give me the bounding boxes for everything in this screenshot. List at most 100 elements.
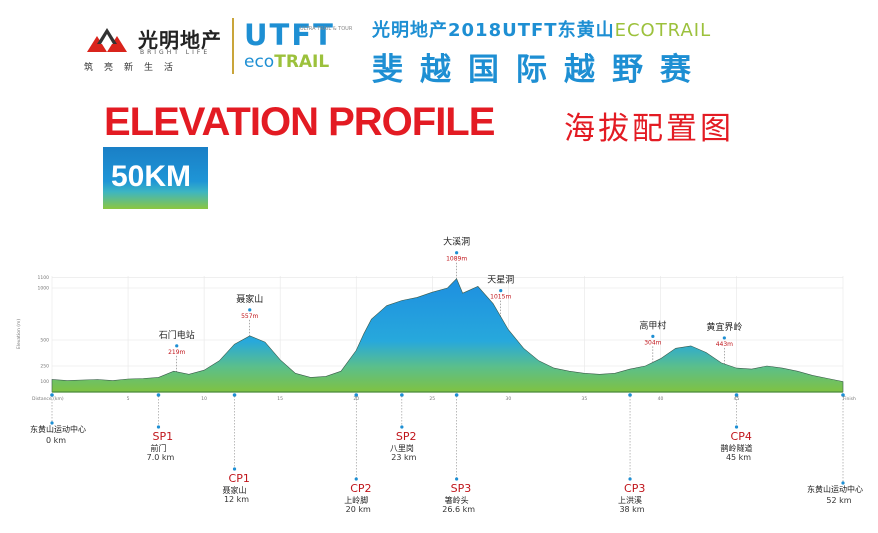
checkpoint-axis-marker <box>628 393 632 397</box>
checkpoint-code: SP1 <box>152 430 173 443</box>
event-title-en: 光明地产2018UTFT东黄山ECOTRAIL <box>372 16 711 42</box>
peak-marker <box>651 334 655 338</box>
checkpoint-axis-marker <box>156 393 161 397</box>
checkpoint-code: CP4 <box>731 430 752 443</box>
checkpoint-km: 38 km <box>619 505 644 514</box>
checkpoint-name: 上岭脚 <box>344 495 368 505</box>
peak-elevation: 557m <box>241 313 258 320</box>
checkpoint-marker <box>156 425 161 429</box>
brand-name-en: BRIGHT LIFE <box>140 49 211 56</box>
checkpoint-name: 前门 <box>150 443 166 453</box>
checkpoint-marker <box>734 425 739 429</box>
peak-elevation: 1015m <box>490 294 511 301</box>
y-tick-label: 100 <box>40 379 49 385</box>
y-tick-label: 1100 <box>38 275 50 281</box>
checkpoint-marker <box>50 421 54 425</box>
bright-life-logo-icon <box>87 28 127 52</box>
ecotrail-logo-a: eco <box>244 52 275 72</box>
peak-name: 黄宜界岭 <box>706 321 742 333</box>
peak-marker <box>499 289 503 293</box>
checkpoint-km: 12 km <box>224 495 249 504</box>
checkpoint-name: 东黄山运动中心 <box>30 424 86 434</box>
x-tick-label: Finish <box>843 396 856 402</box>
peak-marker <box>722 336 726 340</box>
peak-marker <box>455 251 459 255</box>
x-tick-label: 15 <box>277 396 283 402</box>
y-tick-label: 500 <box>40 338 49 344</box>
peak-marker <box>175 344 179 348</box>
checkpoint-name: 八里岗 <box>390 444 414 453</box>
x-tick-label: 10 <box>201 396 207 402</box>
ecotrail-logo-b: TRAIL <box>274 52 330 72</box>
checkpoint-marker <box>400 425 404 429</box>
checkpoint-name: 箸岭头 <box>445 495 469 505</box>
checkpoint-code: SP2 <box>396 430 417 443</box>
x-tick-label: 25 <box>429 396 435 402</box>
peak-marker <box>248 308 252 312</box>
checkpoint-axis-marker <box>50 393 54 397</box>
checkpoint-code: SP3 <box>451 482 472 495</box>
distance-badge: 50KM <box>103 147 208 209</box>
checkpoint-marker <box>628 477 632 481</box>
peak-elevation: 1089m <box>446 256 467 263</box>
y-axis-label: Elevation (m) <box>16 319 22 349</box>
y-tick-label: 250 <box>40 364 49 370</box>
ecotrail-logo: ecoTRAIL <box>244 52 329 72</box>
event-title-main: 光明地产2018UTFT东黄山 <box>372 20 615 41</box>
brand-slogan: 筑亮新生活 <box>84 63 185 73</box>
peak-elevation: 304m <box>644 339 661 346</box>
checkpoint-km: 45 km <box>726 453 751 462</box>
event-title-cn: 斐越国际越野赛 <box>372 52 708 88</box>
event-header: 光明地产 BRIGHT LIFE 筑亮新生活 UTFT ULTRA TRAIL … <box>0 0 878 95</box>
checkpoint-marker <box>232 467 237 471</box>
checkpoint-km: 26.6 km <box>442 505 475 514</box>
brand-name-cn: 光明地产 <box>138 28 222 52</box>
checkpoint-axis-marker <box>232 393 237 397</box>
checkpoint-axis-marker <box>734 393 739 397</box>
checkpoint-name: 聂家山 <box>223 485 247 495</box>
elevation-profile-title-en: ELEVATION PROFILE <box>104 100 495 144</box>
checkpoint-km: 7.0 km <box>147 453 175 462</box>
checkpoint-axis-marker <box>400 393 404 397</box>
x-tick-label: 5 <box>127 396 130 402</box>
x-tick-label: 35 <box>582 396 588 402</box>
checkpoint-name: 鹊岭隧道 <box>721 443 753 453</box>
checkpoint-marker <box>354 477 358 481</box>
checkpoint-km: 0 km <box>46 436 66 445</box>
x-tick-label: Distance (km) <box>32 396 64 402</box>
elevation-profile-area <box>51 278 844 393</box>
peak-labels: 石门电站 219m 聂家山 557m 大溪洞 1089m 天星洞 1015m 高甲村 304m 黄宜… <box>159 236 742 372</box>
utft-logo: UTFT <box>244 18 335 52</box>
elevation-profile-title-cn: 海拔配置图 <box>564 111 734 147</box>
checkpoint-axis-marker <box>454 393 459 397</box>
checkpoint-marker <box>841 481 845 485</box>
checkpoint-km: 52 km <box>826 496 851 505</box>
event-title-eco: ECOTRAIL <box>614 20 712 41</box>
checkpoint-axis-marker <box>841 393 845 397</box>
peak-name: 高甲村 <box>639 319 666 331</box>
peak-name: 石门电站 <box>159 329 195 341</box>
checkpoint-code: CP3 <box>624 482 645 495</box>
peak-name: 天星洞 <box>487 275 514 286</box>
elevation-area <box>51 278 844 393</box>
checkpoint-km: 23 km <box>391 453 416 462</box>
x-tick-label: 40 <box>658 396 664 402</box>
peak-elevation: 443m <box>716 341 733 348</box>
y-tick-label: 1000 <box>38 286 50 292</box>
checkpoint-code: CP1 <box>229 472 250 485</box>
peak-name: 聂家山 <box>236 293 263 305</box>
distance-badge-label: 50KM <box>111 160 192 193</box>
peak-name: 大溪洞 <box>443 236 470 248</box>
checkpoint-marker <box>455 477 459 481</box>
checkpoint-name: 上洪溪 <box>618 495 642 505</box>
header-divider <box>232 18 234 74</box>
utft-subtitle: ULTRA TRAIL & TOUR <box>300 26 353 32</box>
checkpoint-code: CP2 <box>350 482 371 495</box>
checkpoint-name: 东黄山运动中心 <box>807 484 863 494</box>
checkpoint-km: 20 km <box>346 505 371 514</box>
peak-elevation: 219m <box>168 349 185 356</box>
checkpoint-axis-marker <box>354 393 359 397</box>
x-tick-label: 30 <box>505 396 511 402</box>
